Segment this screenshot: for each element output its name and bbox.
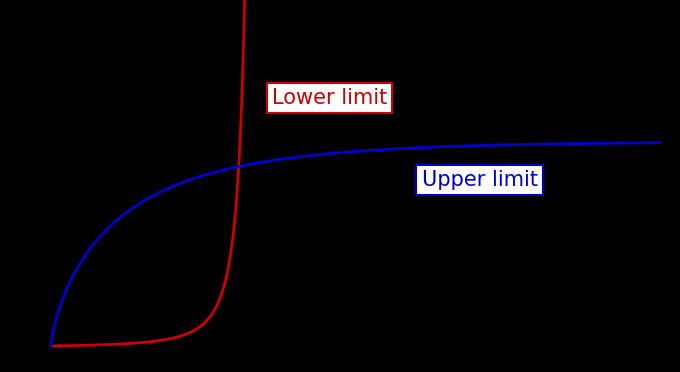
Text: Upper limit: Upper limit xyxy=(422,170,538,190)
Text: Lower limit: Lower limit xyxy=(272,88,387,108)
